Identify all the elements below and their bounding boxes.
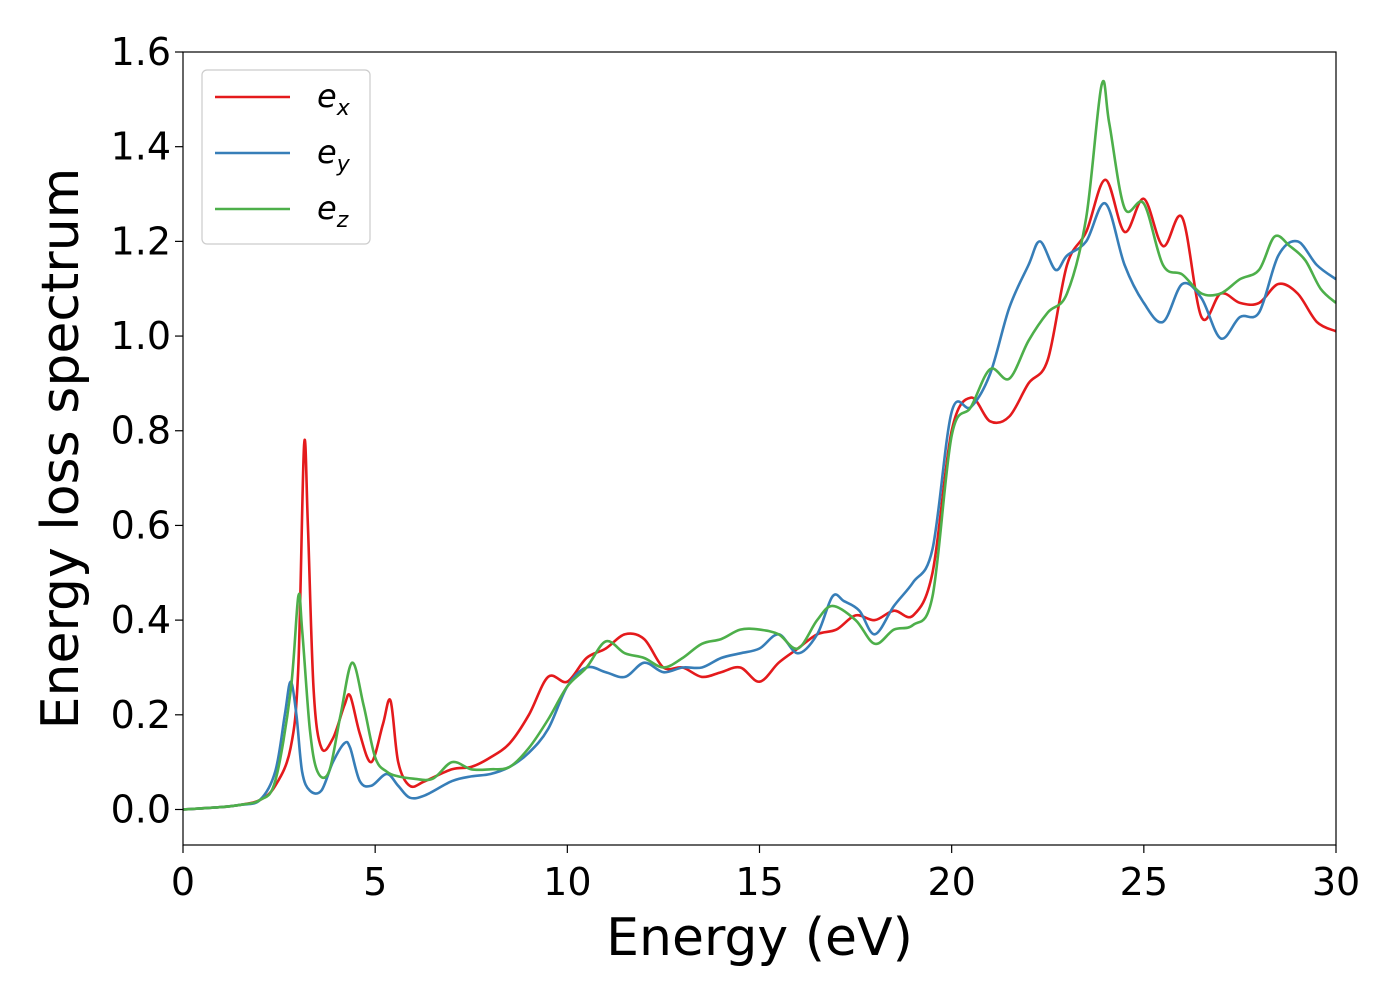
x-tick-label: 0 [171,860,195,904]
x-tick-label: 20 [927,860,975,904]
x-tick-label: 25 [1120,860,1168,904]
x-tick-label: 10 [543,860,591,904]
legend-label-y: ey [317,133,351,177]
y-tick-label: 0.4 [111,598,171,642]
x-axis-title: Energy (eV) [606,908,913,968]
legend-box [201,69,371,245]
y-tick-label: 1.4 [111,125,171,169]
series-line-z [183,79,1336,811]
y-tick-label: 1.6 [111,30,171,74]
legend-label-x: ex [317,77,351,121]
x-tick-label: 15 [735,860,783,904]
legend-label-z: ez [317,189,349,233]
legend: ex ey ez [201,69,371,245]
y-tick-label: 1.2 [111,219,171,263]
y-tick-label: 0.6 [111,503,171,547]
y-tick-label: 1.0 [111,314,171,358]
series-line-y [183,202,1336,811]
x-tick-label: 30 [1312,860,1360,904]
y-tick-label: 0.8 [111,409,171,453]
y-tick-label: 0.0 [111,787,171,831]
y-tick-label: 0.2 [111,693,171,737]
plot-area [182,51,1337,846]
series-layer [183,79,1336,811]
y-axis-title: Energy loss spectrum [31,168,91,730]
y-axis: 0.0 0.2 0.4 0.6 0.8 1.0 1.2 1.4 1.6 [111,30,183,831]
x-tick-label: 5 [363,860,387,904]
x-axis: 0 5 10 15 20 25 30 [171,845,1360,904]
